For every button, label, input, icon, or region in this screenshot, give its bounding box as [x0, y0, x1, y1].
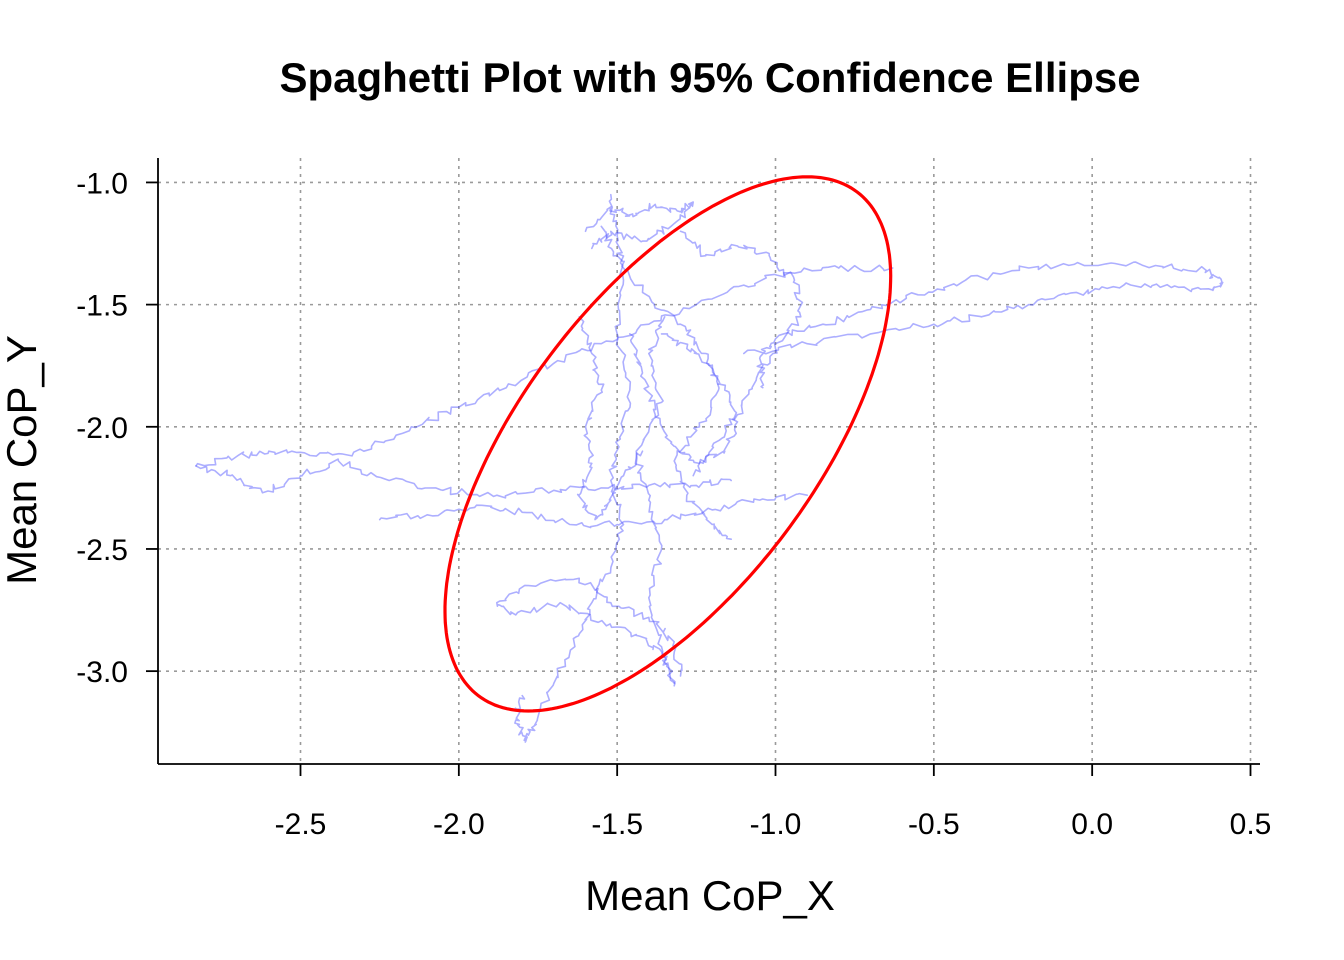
confidence-ellipse-group	[443, 175, 893, 713]
trace-line	[743, 261, 1224, 389]
x-tick-label: 0.5	[1230, 808, 1272, 841]
x-tick-label: -0.5	[908, 808, 960, 841]
trace-lines	[195, 193, 1224, 743]
trace-line	[679, 230, 804, 477]
grid-lines	[158, 158, 1260, 764]
trace-line	[576, 316, 644, 521]
trace-line	[584, 201, 694, 250]
confidence-ellipse	[443, 175, 893, 713]
x-tick-label: -1.5	[591, 808, 643, 841]
y-tick-label: -2.0	[76, 412, 128, 445]
trace-line	[496, 577, 683, 685]
trace-line	[634, 316, 676, 687]
x-tick-label: -2.0	[433, 808, 485, 841]
x-tick-label: 0.0	[1071, 808, 1113, 841]
trace-line	[195, 264, 894, 467]
x-tick-label: -2.5	[275, 808, 327, 841]
y-tick-label: -3.0	[76, 656, 128, 689]
trace-line	[629, 333, 739, 465]
y-tick-label: -1.5	[76, 290, 128, 323]
chart-title: Spaghetti Plot with 95% Confidence Ellip…	[279, 54, 1140, 101]
trace-line	[600, 225, 732, 540]
axes: -2.5 -2.0 -1.5 -1.0 -0.5 0.0 0.5 -1.0 -1.5 -2.0 -2…	[76, 158, 1271, 841]
trace-line	[514, 193, 632, 743]
y-tick-label: -1.0	[76, 167, 128, 200]
x-axis-label: Mean CoP_X	[585, 872, 835, 919]
x-tick-label: -1.0	[750, 808, 802, 841]
y-axis-label: Mean CoP_Y	[0, 335, 45, 585]
trace-line	[195, 458, 732, 499]
y-tick-label: -2.5	[76, 534, 128, 567]
trace-line	[378, 492, 808, 529]
